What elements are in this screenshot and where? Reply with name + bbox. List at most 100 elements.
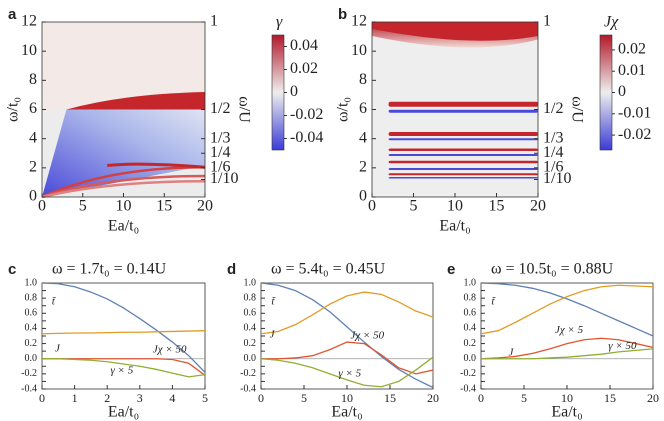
y-tick-label: -0.2 bbox=[460, 368, 476, 379]
x-tick-label: 5 bbox=[521, 391, 527, 405]
colorbar-tick-label: 0 bbox=[290, 83, 298, 100]
series-line bbox=[261, 283, 433, 389]
colorbar-tick-label: 0 bbox=[618, 83, 626, 100]
colorbar-tick-label: -0.02 bbox=[290, 106, 323, 123]
chart-title: ω = 1.7t₀ = 0.14U bbox=[52, 261, 167, 278]
x-tick-label: 5 bbox=[202, 391, 208, 405]
y-tick-label: 1.0 bbox=[25, 277, 38, 288]
x-axis-label: Ea/t₀ bbox=[439, 218, 470, 235]
series-line bbox=[261, 291, 433, 335]
y-tick-label: 0.8 bbox=[25, 292, 38, 303]
x-axis-label: Ea/t₀ bbox=[108, 218, 139, 235]
x-tick-label: 20 bbox=[647, 391, 659, 405]
y-tick-label: 0 bbox=[29, 188, 37, 205]
y2-tick-label: 1/4 bbox=[210, 144, 230, 161]
y-tick-label: 8 bbox=[29, 71, 37, 88]
colorbar-label: Jχ bbox=[604, 14, 619, 31]
x-axis-label: Ea/t₀ bbox=[108, 404, 139, 421]
plot-area bbox=[481, 283, 653, 360]
plot-area bbox=[261, 283, 433, 389]
chart-title: ω = 10.5t₀ = 0.88U bbox=[491, 261, 614, 278]
heatmap-streak bbox=[107, 162, 206, 169]
series-label: t̃ bbox=[271, 296, 276, 308]
heatmap-band bbox=[388, 177, 538, 179]
y-tick-label: 0.6 bbox=[25, 308, 38, 319]
heatmap-region bbox=[372, 22, 538, 41]
y2-tick-label: 1 bbox=[210, 13, 218, 30]
y-tick-label: -0.4 bbox=[21, 383, 37, 394]
y-tick-label: 0.2 bbox=[25, 338, 38, 349]
x-tick-label: 4 bbox=[169, 391, 175, 405]
colorbar-label: γ bbox=[276, 14, 283, 31]
y-tick-label: 0.4 bbox=[244, 323, 257, 334]
series-label: J bbox=[270, 328, 276, 340]
panel-label: d bbox=[227, 261, 236, 278]
colorbar bbox=[599, 34, 613, 151]
x-tick-label: 0 bbox=[39, 391, 45, 405]
x-tick-label: 10 bbox=[447, 198, 463, 215]
x-tick-label: 10 bbox=[341, 391, 353, 405]
y2-tick-label: 1/10 bbox=[210, 170, 238, 187]
heatmap-region bbox=[66, 92, 205, 110]
heatmap-streak bbox=[41, 166, 206, 199]
y-tick-label: 0 bbox=[359, 188, 367, 205]
y-tick-label: 2 bbox=[29, 159, 37, 176]
heatmap-band bbox=[388, 138, 538, 141]
panel-label: b bbox=[338, 6, 347, 23]
y-tick-label: 0.8 bbox=[244, 292, 257, 303]
y-tick-label: -0.2 bbox=[240, 368, 256, 379]
y-axis-label: ω/t₀ bbox=[5, 97, 22, 122]
y-tick-label: -0.4 bbox=[460, 383, 476, 394]
y-tick-label: -0.2 bbox=[21, 368, 37, 379]
x-tick-label: 0 bbox=[38, 198, 46, 215]
x-tick-label: 15 bbox=[384, 391, 396, 405]
series-line bbox=[261, 341, 433, 375]
x-tick-label: 0 bbox=[478, 391, 484, 405]
series-label: γ × 50 bbox=[608, 340, 637, 352]
y-tick-label: 8 bbox=[359, 71, 367, 88]
x-tick-label: 10 bbox=[116, 198, 132, 215]
panel-label: c bbox=[8, 261, 16, 278]
y-tick-label: 0.6 bbox=[464, 308, 477, 319]
y-tick-label: 0.6 bbox=[244, 308, 257, 319]
y-tick-label: 1.0 bbox=[464, 277, 477, 288]
heatmap-region bbox=[42, 109, 205, 197]
x-tick-label: 15 bbox=[489, 198, 505, 215]
y-tick-label: 6 bbox=[359, 100, 367, 117]
y-tick-label: 0.2 bbox=[244, 338, 257, 349]
y-tick-label: 10 bbox=[351, 42, 367, 59]
series-label: Jχ × 5 bbox=[555, 324, 584, 336]
y-tick-label: 0.0 bbox=[464, 353, 477, 364]
y2-tick-label: 1/3 bbox=[543, 129, 563, 146]
series-line bbox=[42, 358, 205, 378]
series-label: γ × 5 bbox=[338, 368, 361, 380]
y2-tick-label: 1/2 bbox=[210, 100, 230, 117]
y-tick-label: 4 bbox=[29, 129, 37, 146]
x-tick-label: 5 bbox=[79, 198, 87, 215]
y2-tick-label: 1/4 bbox=[543, 144, 563, 161]
y-tick-label: 0.8 bbox=[464, 292, 477, 303]
y2-tick-label: 1/6 bbox=[210, 158, 230, 175]
x-axis-label: Ea/t₀ bbox=[551, 404, 582, 421]
colorbar-tick-label: 0.04 bbox=[290, 37, 318, 54]
series-label: Jχ × 50 bbox=[350, 330, 384, 342]
y2-tick-label: 1/10 bbox=[543, 170, 571, 187]
colorbar-tick-label: 0.02 bbox=[290, 60, 318, 77]
y-tick-label: 0.4 bbox=[464, 323, 477, 334]
y-tick-label: 10 bbox=[21, 42, 37, 59]
x-tick-label: 15 bbox=[604, 391, 616, 405]
heatmap-band bbox=[388, 109, 538, 113]
x-tick-label: 3 bbox=[137, 391, 143, 405]
colorbar-tick-label: 0.02 bbox=[618, 41, 646, 58]
x-tick-label: 20 bbox=[427, 391, 439, 405]
heatmap-streak bbox=[41, 180, 206, 199]
x-tick-label: 1 bbox=[72, 391, 78, 405]
y-tick-label: 12 bbox=[21, 13, 37, 30]
chart-title: ω = 5.4t₀ = 0.45U bbox=[271, 261, 386, 278]
panel-label: e bbox=[447, 261, 455, 278]
x-tick-label: 5 bbox=[301, 391, 307, 405]
heatmap-band bbox=[388, 160, 538, 164]
x-tick-label: 20 bbox=[197, 198, 213, 215]
y2-tick-label: 1/2 bbox=[543, 100, 563, 117]
